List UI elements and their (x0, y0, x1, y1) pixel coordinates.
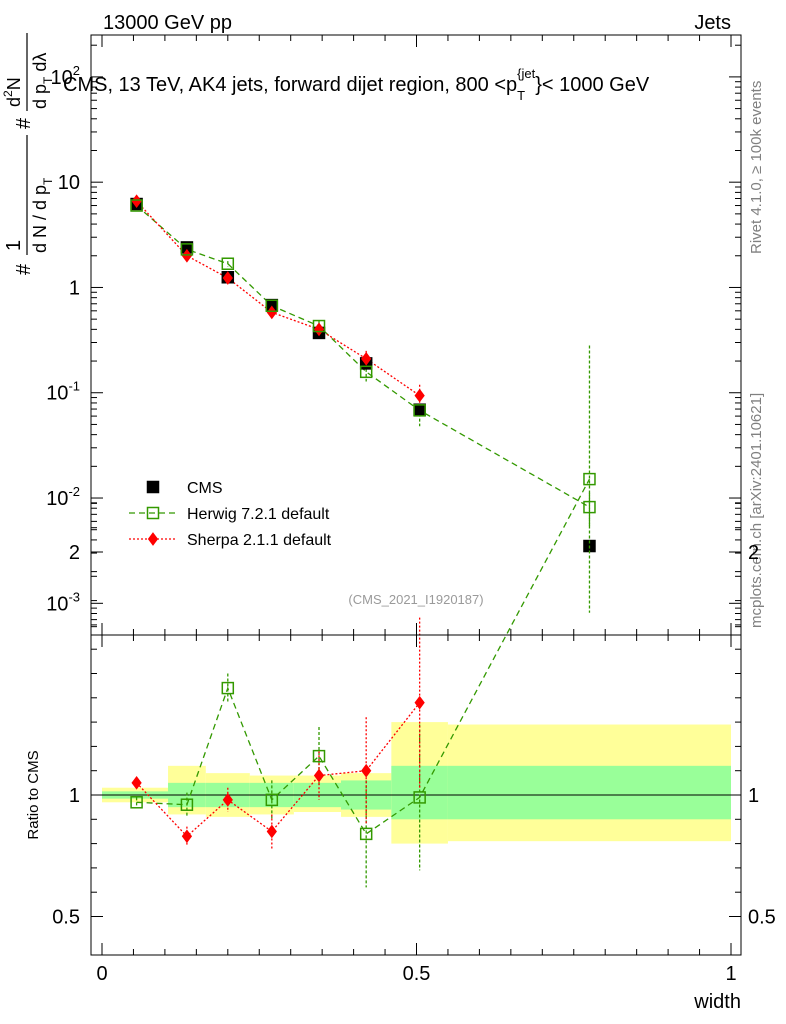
sherpa-point (131, 194, 142, 209)
sherpa-line (136, 200, 421, 397)
ratio-y-tick-label-right: 0.5 (748, 907, 776, 929)
main-y-tick-label: 10 (58, 172, 80, 194)
herwig-point (180, 243, 194, 256)
legend-label: Herwig 7.2.1 default (187, 506, 330, 523)
herwig-point (359, 365, 373, 379)
ratio-plot: 0.5 0.51 12 2 0 0.5 1 Ratio to CMS width (25, 345, 776, 1013)
watermark: (CMS_2021_I1920187) (348, 592, 483, 607)
herwig-point (265, 299, 279, 313)
ylabel-numerator-2: d2N (1, 77, 24, 107)
ratio-sherpa-point (266, 824, 277, 839)
main-plot: 10-3 10-2 10-1 1 10 102 CMS, 13 TeV, AK4 jets… (1, 33, 742, 636)
ratio-herwig-point (359, 827, 373, 841)
main-y-tick-label: 102 (51, 63, 80, 89)
x-axis-label: width (693, 991, 741, 1013)
ratio-sherpa-point (414, 695, 425, 710)
ratio-herwig-line (136, 478, 591, 835)
ratio-x-axis: 0 0.5 1 (96, 635, 737, 985)
rivet-label: Rivet 4.1.0, ≥ 100k events (748, 81, 765, 254)
mcplots-label: mcplots.cern.ch [arXiv:2401.10621] (748, 393, 765, 628)
ratio-herwig-point (312, 749, 326, 763)
ratio-sherpa-point (361, 763, 372, 778)
ratio-herwig-point (583, 472, 596, 486)
ratio-x-tick-label: 0 (96, 963, 107, 985)
herwig-point (221, 257, 235, 270)
main-y-tick-label: 10-3 (46, 589, 80, 615)
ratio-x-tick-label: 0.5 (403, 963, 431, 985)
ratio-herwig-point (130, 796, 143, 809)
ratio-y-tick-label-right: 1 (748, 785, 759, 807)
legend-herwig-marker (146, 506, 160, 520)
herwig-point (130, 199, 143, 212)
ratio-y-tick-label: 1 (69, 785, 80, 807)
legend-label: Sherpa 2.1.1 default (187, 532, 332, 549)
ratio-herwig-point (413, 791, 426, 804)
herwig-point (413, 404, 426, 417)
main-y-axis-label: # 1 d N / d pT # d2N d pT dλ (1, 33, 55, 275)
sherpa-point (181, 248, 193, 263)
ratio-y-tick-label-right: 2 (748, 542, 759, 564)
ratio-sherpa-point (131, 776, 142, 790)
ylabel-hash: # (13, 263, 35, 275)
ratio-sherpa-point (313, 768, 325, 783)
ratio-y-tick-label: 0.5 (52, 907, 80, 929)
ratio-sherpa-point (181, 829, 193, 844)
ratio-herwig-point (180, 798, 194, 811)
main-y-tick-label: 10-1 (46, 379, 80, 405)
herwig-point (312, 319, 326, 333)
header-right: Jets (694, 12, 731, 34)
ylabel-denominator-1: d N / d pT (30, 177, 55, 253)
main-y-tick-label: 10-2 (46, 484, 80, 510)
main-y-tick-label: 1 (69, 277, 80, 299)
ratio-series-layer (130, 345, 596, 888)
title-part-2: }< 1000 GeV (535, 74, 650, 96)
main-y-axis: 10-3 10-2 10-1 1 10 102 (46, 44, 741, 636)
cms-point (413, 403, 426, 416)
sherpa-point (313, 322, 325, 337)
ratio-sherpa-point (222, 793, 233, 807)
main-title: CMS, 13 TeV, AK4 jets, forward dijet reg… (63, 66, 650, 103)
title-sup-jet: {jet (517, 66, 535, 81)
ylabel-denominator-2: d pT dλ (30, 53, 55, 109)
main-series-layer (130, 194, 596, 553)
ylabel-hash-2: # (13, 117, 35, 129)
ratio-uncertainty-bands (102, 722, 731, 844)
ratio-y-axis: 0.5 0.5 1 1 2 2 (52, 502, 776, 929)
ratio-band-inner (447, 765, 731, 820)
ylabel-one: 1 (3, 240, 25, 251)
title-part-1: CMS, 13 TeV, AK4 jets, forward dijet reg… (63, 74, 517, 96)
header-left: 13000 GeV pp (103, 12, 232, 34)
ratio-y-axis-label: Ratio to CMS (25, 750, 42, 839)
sherpa-point (266, 305, 277, 320)
sherpa-point (222, 271, 233, 285)
ratio-y-tick-label: 2 (69, 542, 80, 564)
legend: CMS Herwig 7.2.1 default Sherpa 2.1.1 defa… (129, 480, 332, 549)
ratio-x-tick-label: 1 (725, 963, 736, 985)
ratio-herwig-point (265, 793, 279, 807)
ratio-herwig-point (221, 681, 235, 695)
title-sub-T: T (517, 88, 525, 103)
main-x-axis (101, 35, 732, 635)
legend-label: CMS (187, 480, 223, 497)
legend-sherpa-marker (147, 532, 159, 546)
sherpa-point (361, 351, 372, 366)
herwig-line (136, 205, 590, 508)
sherpa-point (414, 388, 425, 403)
legend-cms-marker (146, 480, 160, 494)
